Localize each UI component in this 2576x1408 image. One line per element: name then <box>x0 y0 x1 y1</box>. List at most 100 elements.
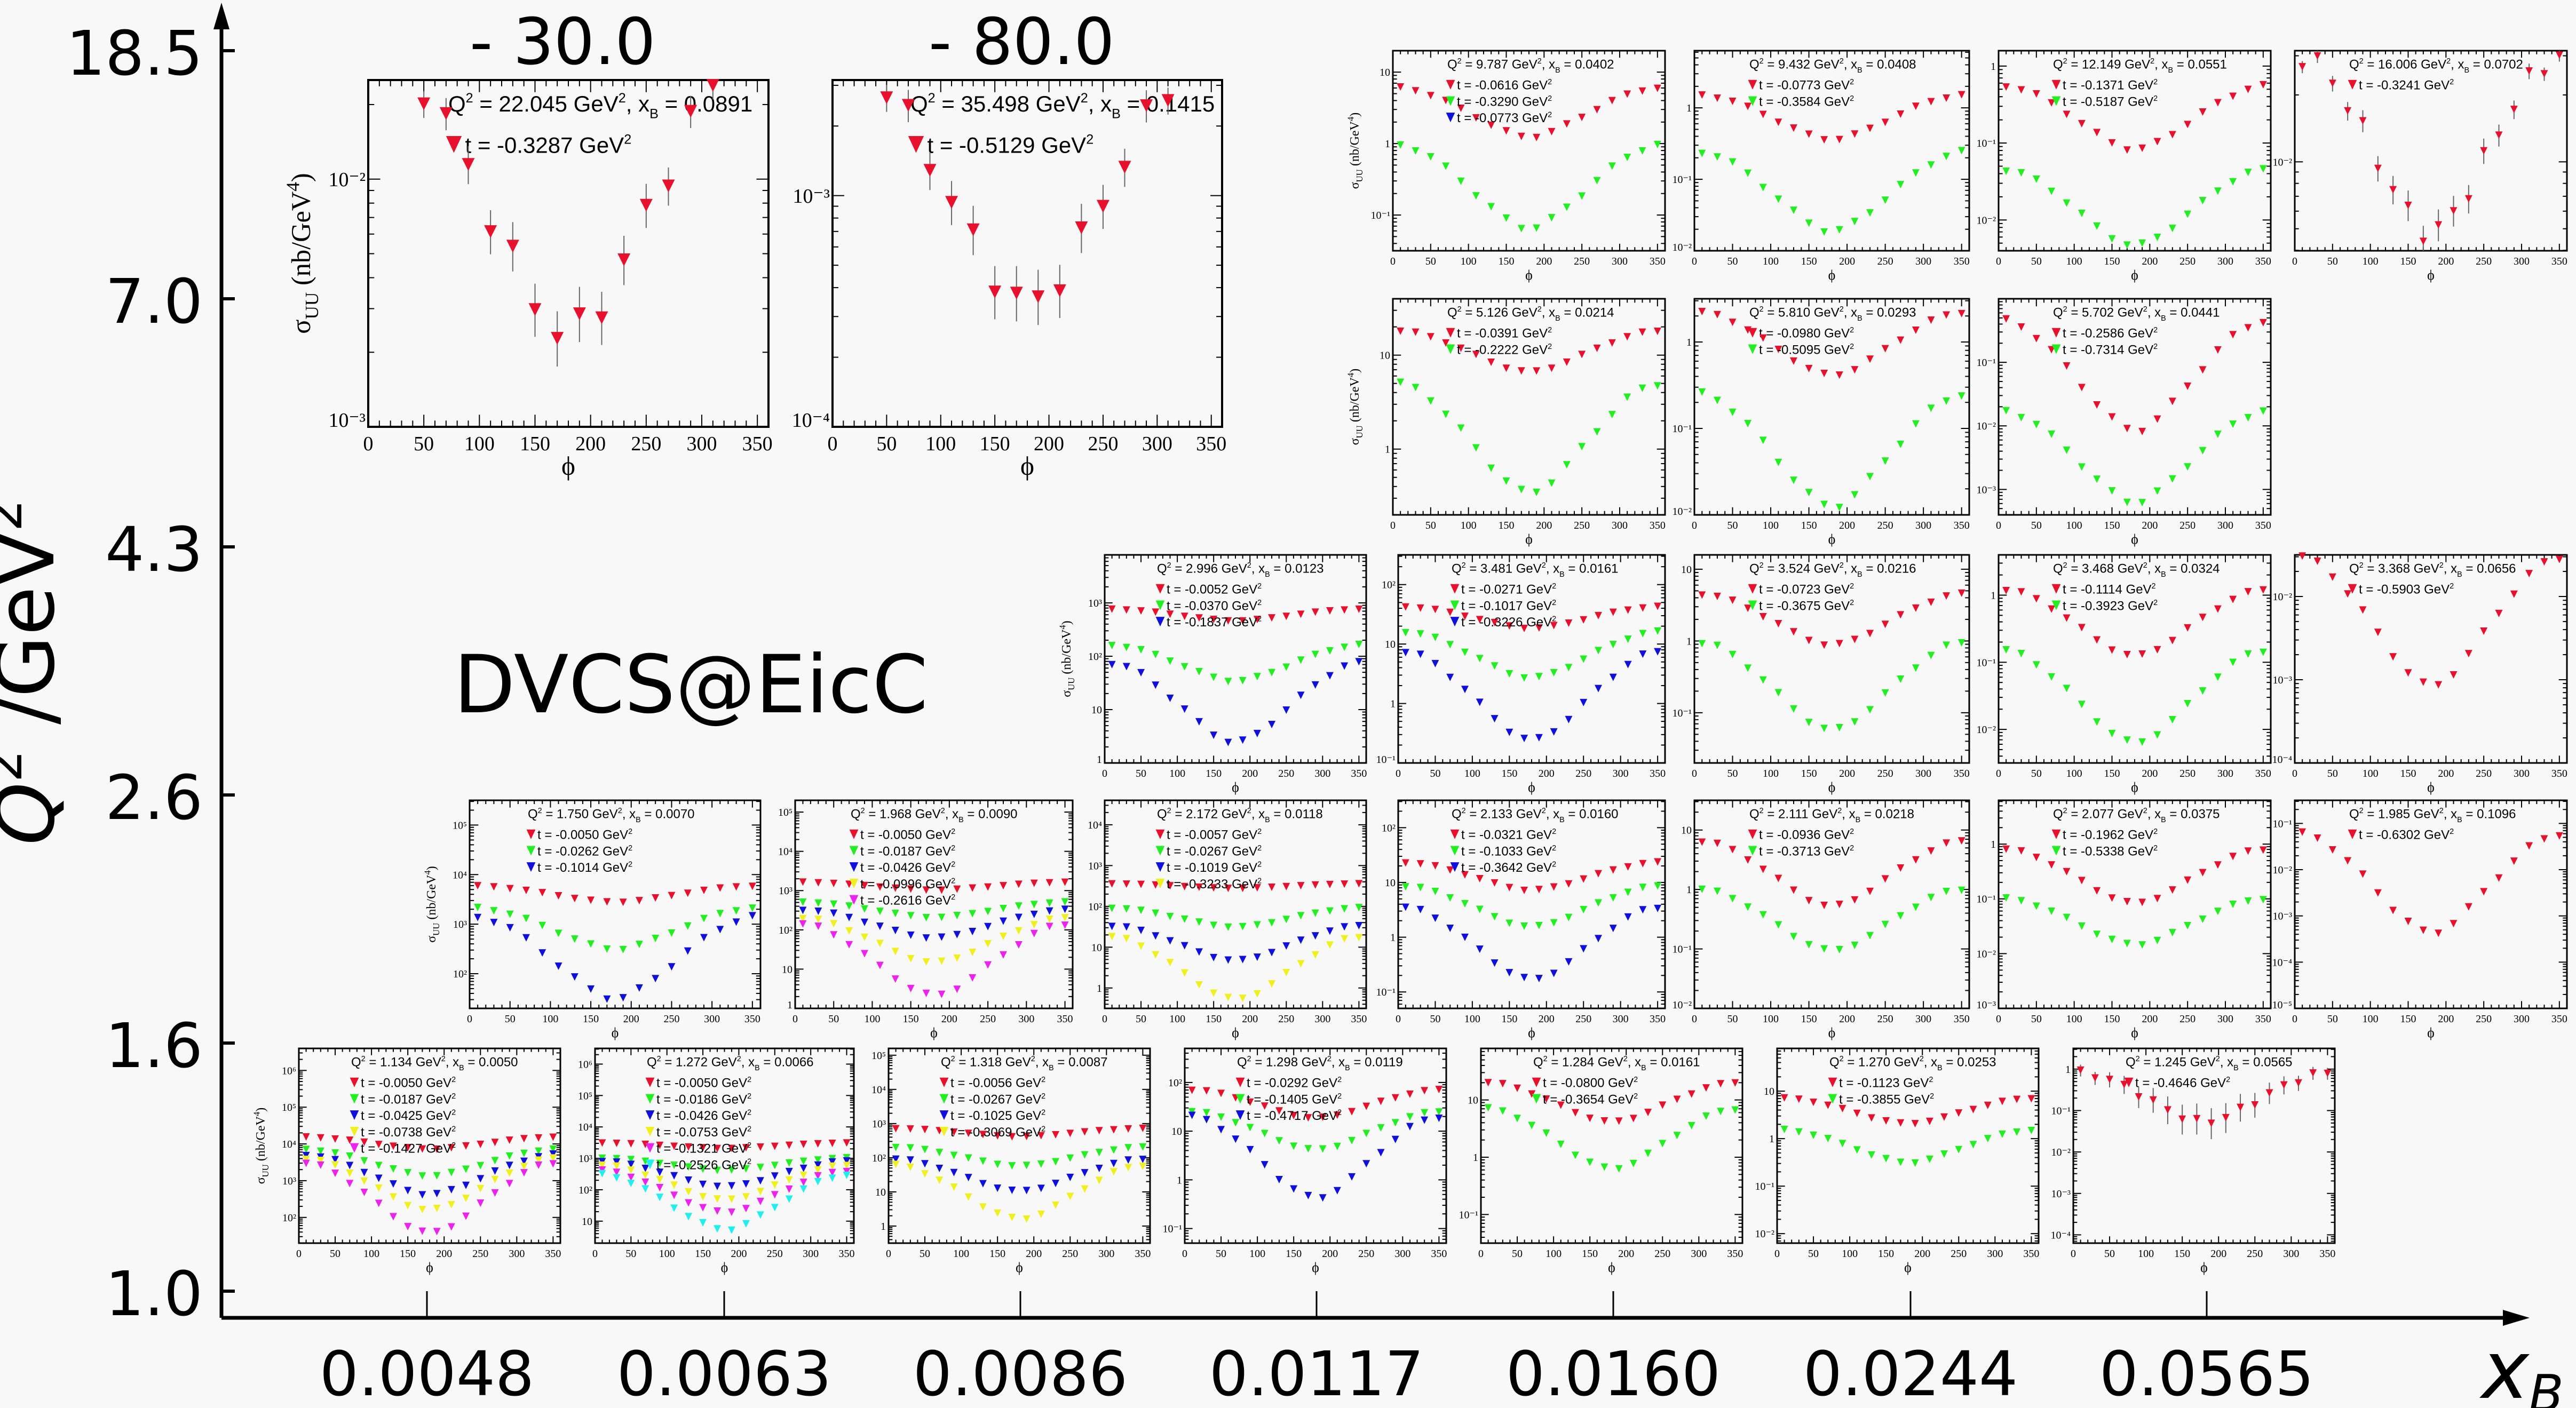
data-point-red <box>921 1126 929 1134</box>
data-point-red <box>2510 857 2518 865</box>
panel-y-axis-label: σUU (nb/GeV4) <box>1345 369 1365 446</box>
data-point-magenta <box>656 1183 664 1191</box>
panel-x-tick-label: 200 <box>623 1013 639 1025</box>
data-point-red <box>1805 130 1813 138</box>
data-point-red <box>2464 195 2472 203</box>
panel-y-tick-label: 10⁻² <box>329 169 366 191</box>
panel-x-tick-label: 0 <box>2292 1013 2297 1025</box>
data-point-yellow <box>1239 995 1247 1003</box>
data-point-red <box>814 879 822 887</box>
data-point-yellow <box>1008 1213 1016 1221</box>
main-y-tick-label: 2.6 <box>105 762 203 834</box>
data-point-red <box>2108 413 2116 421</box>
data-point-red <box>1881 118 1889 126</box>
panel-x-tick-label: 300 <box>2217 520 2233 531</box>
data-point-red <box>1446 608 1454 616</box>
panel-y-tick-label: 10⁻¹ <box>1672 174 1692 186</box>
data-point-red <box>2555 51 2563 59</box>
data-point-red <box>573 307 586 321</box>
data-point-red <box>923 164 937 177</box>
data-point-green <box>969 910 977 918</box>
data-point-yellow <box>627 1166 635 1174</box>
legend-marker-red <box>350 1077 359 1087</box>
data-point-green <box>1137 906 1145 914</box>
panel-x-tick-label: 300 <box>1915 256 1931 267</box>
legend-entry: t = -0.0056 GeV2 <box>950 1076 1045 1091</box>
panel-x-tick-label: 50 <box>2031 520 2042 531</box>
legend-marker-green <box>2051 96 2061 106</box>
data-point-red <box>2404 669 2412 677</box>
data-point-green <box>1789 705 1797 713</box>
legend-marker-green <box>939 1094 949 1104</box>
data-point-magenta <box>1030 929 1038 937</box>
panel-kinematics-label: Q2 = 2.111 GeV2, xB = 0.0218 <box>1749 807 1914 824</box>
data-point-blue <box>845 913 853 921</box>
data-point-green <box>2259 648 2267 656</box>
panel-x-tick-label: 300 <box>1018 1013 1034 1025</box>
data-point-blue <box>1565 715 1573 723</box>
data-point-red <box>2389 906 2397 914</box>
panel-y-tick-label: 10 <box>1091 942 1102 953</box>
data-point-yellow <box>1045 915 1053 923</box>
data-point-red <box>1653 84 1661 92</box>
panel-y-tick-label: 10⁻³ <box>793 185 830 208</box>
data-point-blue <box>699 1180 707 1188</box>
data-point-red <box>2017 847 2025 855</box>
data-point-green <box>1000 904 1007 912</box>
data-point-red <box>1412 87 1420 95</box>
panel-x-axis-label: ϕ <box>1525 531 1533 547</box>
data-point-red <box>1140 99 1153 113</box>
legend-entry: t = -0.0267 GeV2 <box>1167 844 1262 859</box>
data-point-red <box>1550 883 1558 891</box>
data-point-red <box>2435 221 2443 229</box>
data-point-red <box>551 332 564 345</box>
panel-x-tick-label: 0 <box>1692 1013 1697 1025</box>
panel-y-tick-label: 1 <box>1991 590 1996 601</box>
main-axes: 1.01.62.64.37.018.5 0.0048 0.0063 0.0086 0.… <box>0 3 2564 1408</box>
data-point-red <box>892 1125 900 1133</box>
legend-marker-yellow <box>645 1126 655 1136</box>
panel-x-tick-label: 100 <box>1461 520 1477 531</box>
legend-entry: t = -0.5903 GeV2 <box>2359 582 2454 597</box>
data-point-yellow <box>685 1188 693 1196</box>
legend-entry: t = -0.2586 GeV2 <box>2063 326 2158 341</box>
panel-x-tick-label: 300 <box>704 1013 720 1025</box>
data-point-red <box>966 223 980 236</box>
data-point-red <box>2229 595 2237 603</box>
data-point-blue <box>570 973 578 981</box>
data-point-green <box>652 935 660 943</box>
panel-y-tick-label: 10 <box>1681 825 1692 837</box>
data-point-blue <box>375 1174 383 1182</box>
data-point-green <box>1624 888 1632 896</box>
panel-x-tick-label: 300 <box>2514 768 2530 779</box>
data-point-red <box>641 1140 649 1148</box>
data-point-yellow <box>771 1181 779 1189</box>
legend-entry: t = -0.0050 GeV2 <box>860 828 955 842</box>
panel-y-tick-label: 10⁻¹ <box>1370 210 1390 221</box>
data-point-green <box>1595 899 1602 907</box>
data-point-green <box>936 1149 944 1157</box>
data-point-blue <box>1023 1187 1031 1195</box>
data-point-magenta <box>670 1191 678 1199</box>
panel-x-tick-label: 150 <box>2104 768 2120 779</box>
legend-marker-red <box>908 136 924 153</box>
data-point-red <box>1851 366 1859 374</box>
data-point-red <box>1535 624 1543 632</box>
data-point-red <box>2374 629 2382 637</box>
panel-y-tick-label: 10³ <box>1088 598 1102 609</box>
panel-y-tick-label: 10³ <box>282 1175 296 1187</box>
data-point-green <box>1578 192 1586 200</box>
panel-x-tick-label: 350 <box>2255 520 2271 531</box>
data-point-yellow <box>302 1156 310 1164</box>
panel-y-tick-label: 10⁴ <box>282 1139 296 1150</box>
panel-kinematics-label: Q2 = 1.318 GeV2, xB = 0.0087 <box>941 1055 1108 1072</box>
legend-marker-red <box>2051 79 2061 90</box>
data-point-red <box>1881 345 1889 353</box>
main-x-tick-label: 0.0244 <box>1803 1339 2018 1408</box>
data-point-red <box>1152 881 1160 889</box>
data-point-red <box>1195 614 1203 622</box>
data-point-green <box>1565 664 1573 672</box>
